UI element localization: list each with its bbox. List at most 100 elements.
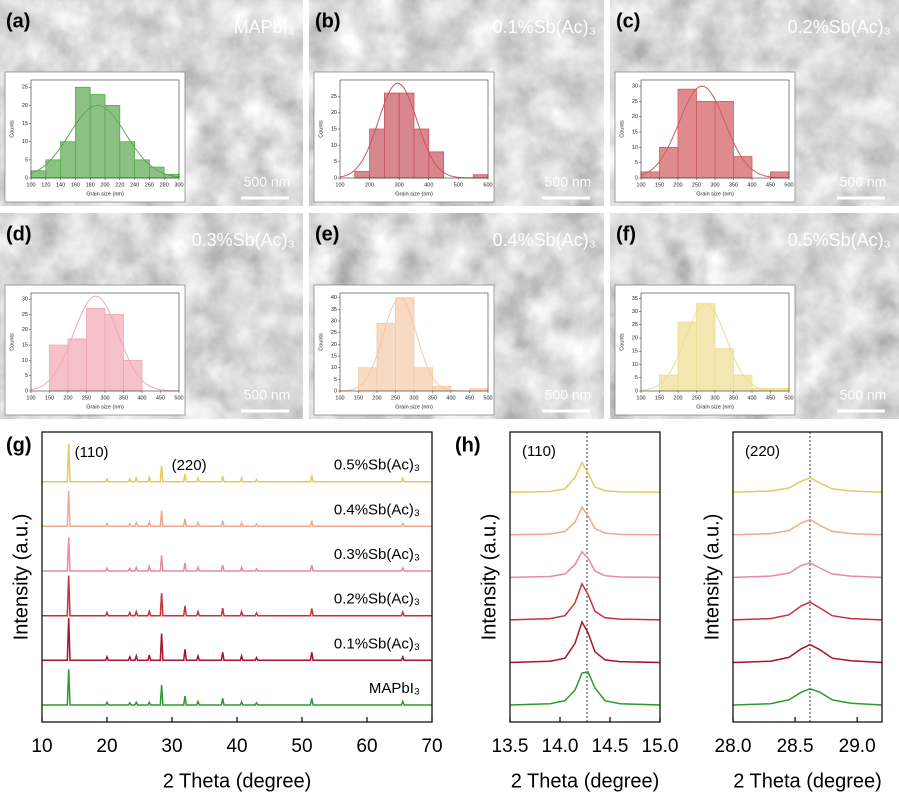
x-tick-label: 150 — [655, 182, 664, 188]
x-tick-label: 200 — [372, 395, 381, 401]
x-tick-label: 240 — [130, 182, 139, 188]
series-line — [509, 620, 661, 664]
x-tick-label: 500 — [483, 395, 492, 401]
x-tick-label: 200 — [365, 182, 374, 188]
series-line — [732, 518, 883, 536]
y-axis-label: Counts — [318, 120, 324, 138]
x-tick-label: 260 — [145, 182, 154, 188]
x-tick-label: 300 — [710, 182, 719, 188]
y-tick-label: 10 — [331, 143, 337, 149]
x-tick-label: 140 — [56, 182, 65, 188]
x-tick-label: 100 — [335, 182, 344, 188]
bar — [696, 303, 716, 392]
series-label: 0.5%Sb(Ac)₃ — [334, 457, 420, 474]
panel-label: (c) — [616, 10, 640, 32]
x-tick-label: 400 — [137, 395, 146, 401]
x-tick-label: 300 — [100, 395, 109, 401]
y-tick-label: 30 — [632, 309, 638, 315]
y-axis-label: Counts — [619, 333, 625, 351]
bar — [714, 101, 734, 179]
x-tick-label: 600 — [483, 182, 492, 188]
y-tick-label: 5 — [25, 157, 28, 163]
bar — [696, 101, 716, 179]
x-tick-label: 450 — [156, 395, 165, 401]
sample-label: 0.3%Sb(Ac)₃ — [192, 230, 295, 250]
series-label: MAPbI₃ — [369, 680, 420, 697]
bar — [104, 314, 124, 392]
series-line — [42, 669, 432, 706]
x-tick-label: 400 — [747, 395, 756, 401]
scale-bar-label: 500 nm — [244, 387, 291, 403]
x-tick-label: 30 — [161, 736, 182, 757]
bar — [67, 338, 87, 392]
y-tick-label: 5 — [635, 160, 638, 166]
x-axis-label: Grain size (nm) — [86, 404, 124, 410]
x-tick-label: 200 — [63, 395, 72, 401]
scale-bar-label: 500 nm — [840, 174, 887, 190]
scale-bar-label: 500 nm — [840, 387, 887, 403]
x-axis-label: Grain size (nm) — [696, 191, 734, 197]
y-axis-label: Counts — [619, 120, 625, 138]
series-line — [732, 688, 883, 706]
x-tick-label: 14.5 — [592, 736, 629, 757]
x-axis-label: Grain size (nm) — [395, 404, 433, 410]
x-tick-label: 28.5 — [777, 736, 814, 757]
y-tick-label: 15 — [22, 343, 28, 349]
x-axis-label: 2 Theta (degree) — [163, 770, 312, 792]
y-axis-label: Counts — [9, 333, 15, 351]
x-tick-label: 100 — [636, 395, 645, 401]
y-tick-label: 0 — [334, 388, 337, 394]
x-tick-label: 60 — [356, 736, 377, 757]
y-tick-label: 35 — [632, 296, 638, 302]
y-tick-label: 5 — [334, 159, 337, 165]
x-tick-label: 300 — [409, 395, 418, 401]
x-tick-label: 500 — [174, 395, 183, 401]
bar — [659, 146, 679, 179]
x-tick-label: 14.0 — [542, 736, 579, 757]
x-tick-label: 350 — [729, 395, 738, 401]
y-tick-label: 40 — [331, 295, 337, 301]
x-axis-label: 2 Theta (degree) — [511, 770, 660, 792]
x-tick-label: 250 — [692, 182, 701, 188]
series-line — [509, 505, 661, 536]
y-tick-label: 0 — [635, 388, 638, 394]
y-tick-label: 10 — [632, 362, 638, 368]
bar — [369, 128, 385, 179]
series-line — [509, 582, 661, 621]
fit-curve — [30, 104, 180, 178]
y-axis-label: Counts — [318, 333, 324, 351]
sample-label: 0.1%Sb(Ac)₃ — [493, 17, 596, 37]
x-tick-label: 250 — [391, 395, 400, 401]
fit-curve — [640, 303, 789, 392]
series-line — [509, 670, 661, 706]
x-tick-label: 200 — [673, 182, 682, 188]
y-tick-label: 25 — [22, 85, 28, 91]
y-tick-label: 10 — [632, 145, 638, 151]
y-tick-label: 20 — [331, 342, 337, 348]
y-tick-label: 10 — [22, 139, 28, 145]
bar — [119, 141, 136, 179]
y-tick-label: 5 — [334, 377, 337, 383]
bar — [395, 297, 415, 392]
x-axis-label: 2 Theta (degree) — [733, 770, 882, 792]
x-tick-label: 20 — [96, 736, 117, 757]
x-tick-label: 500 — [784, 182, 793, 188]
panel-label: (b) — [315, 10, 341, 32]
y-tick-label: 25 — [22, 312, 28, 318]
x-axis-label: Grain size (nm) — [696, 404, 734, 410]
y-tick-label: 20 — [632, 335, 638, 341]
series-line — [42, 490, 432, 528]
x-tick-label: 250 — [82, 395, 91, 401]
x-tick-label: 250 — [692, 395, 701, 401]
x-tick-label: 200 — [673, 395, 682, 401]
y-tick-label: 25 — [331, 330, 337, 336]
series-label: 0.3%Sb(Ac)₃ — [334, 546, 420, 563]
y-tick-label: 0 — [334, 175, 337, 181]
bar — [659, 374, 679, 392]
fit-curve — [30, 295, 179, 392]
x-tick-label: 400 — [747, 182, 756, 188]
annotation: (220) — [172, 457, 207, 474]
x-tick-label: 100 — [335, 395, 344, 401]
series-line — [732, 643, 883, 664]
